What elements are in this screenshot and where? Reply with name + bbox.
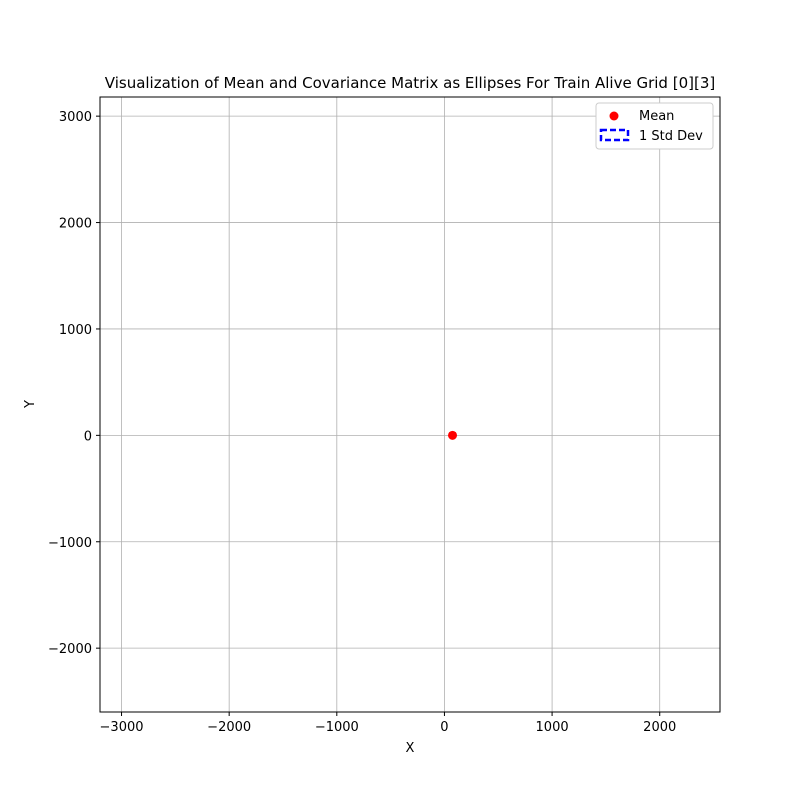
chart-title: Visualization of Mean and Covariance Mat… (105, 74, 715, 92)
x-tick-label: 1000 (536, 720, 569, 735)
x-tick-label: 2000 (643, 720, 676, 735)
legend-mean-marker (609, 111, 619, 121)
y-tick-label: −2000 (48, 642, 92, 657)
x-tick-label: −1000 (315, 720, 359, 735)
x-tick-label: −2000 (207, 720, 251, 735)
x-tick-label: −3000 (100, 720, 144, 735)
x-tick-label: 0 (440, 720, 448, 735)
legend: Mean 1 Std Dev (595, 102, 714, 150)
y-tick-label: 3000 (59, 110, 92, 125)
y-tick-label: −1000 (48, 536, 92, 551)
grid-lines (100, 97, 720, 712)
data-points (448, 430, 458, 440)
x-axis-label: X (406, 741, 415, 756)
y-tick-label: 2000 (59, 217, 92, 232)
legend-std-dev-marker (599, 128, 630, 142)
plot-area-frame (99, 96, 721, 713)
legend-std-dev-label: 1 Std Dev (639, 129, 703, 144)
y-tick-label: 0 (84, 429, 92, 444)
y-axis-label: Y (23, 400, 38, 409)
legend-mean-label: Mean (639, 109, 674, 124)
y-tick-label: 1000 (59, 323, 92, 338)
y-axis-ticks: −2000 −1000 0 1000 2000 3000 (48, 110, 100, 657)
mean-point (448, 430, 458, 440)
x-axis-ticks: −3000 −2000 −1000 0 1000 2000 (100, 712, 676, 735)
legend-frame (595, 102, 714, 150)
